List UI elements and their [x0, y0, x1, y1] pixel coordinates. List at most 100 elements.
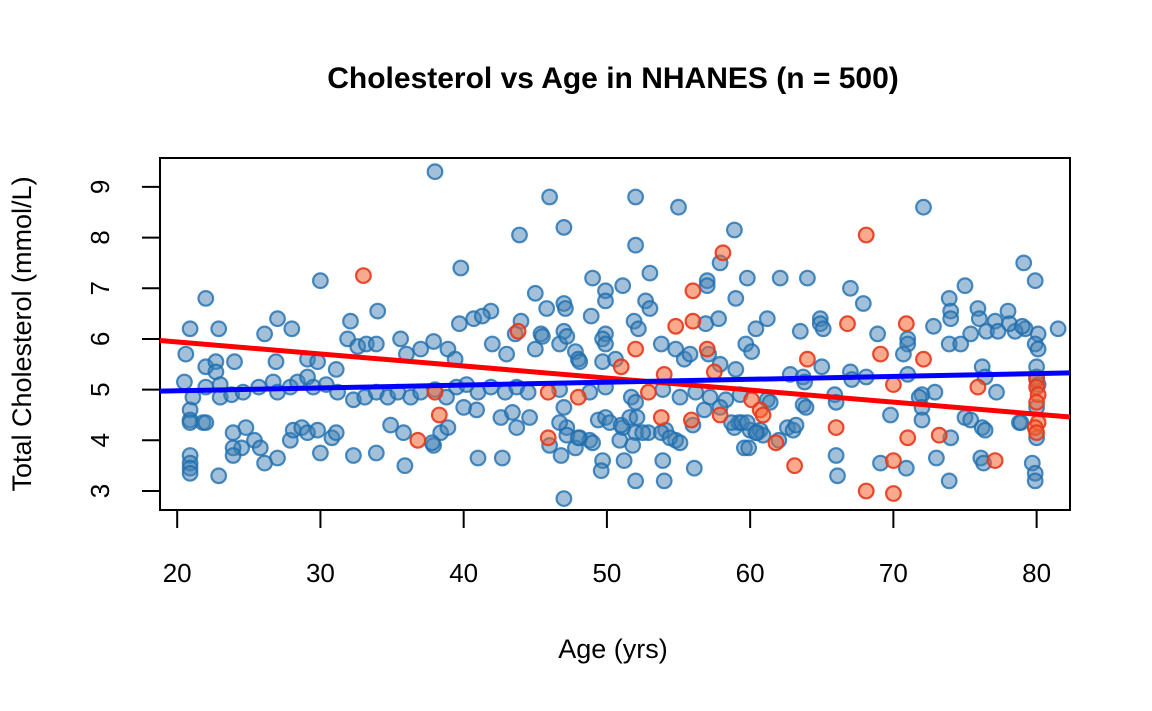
data-point: [177, 345, 195, 363]
data-point: [539, 383, 557, 401]
data-point: [654, 452, 672, 470]
data-point: [634, 424, 652, 442]
data-point: [1029, 340, 1047, 358]
data-point: [1049, 320, 1067, 338]
data-point: [829, 467, 846, 485]
data-point: [396, 457, 414, 475]
data-point: [582, 307, 600, 325]
data-point: [283, 320, 301, 338]
y-tick-label: 9: [85, 180, 115, 194]
data-point: [857, 226, 875, 244]
data-point: [1012, 414, 1030, 432]
data-point: [839, 315, 856, 333]
data-point: [727, 290, 745, 307]
data-point: [897, 315, 915, 333]
data-point: [655, 472, 673, 490]
data-point: [771, 269, 789, 287]
data-point: [928, 449, 945, 467]
data-point: [369, 302, 387, 320]
data-point: [857, 482, 875, 500]
data-point: [392, 330, 410, 348]
data-point: [197, 290, 215, 307]
data-point: [747, 320, 765, 338]
data-point: [926, 383, 944, 401]
data-point: [711, 406, 729, 424]
data-point: [267, 353, 285, 371]
data-point: [312, 444, 329, 462]
data-point: [671, 388, 689, 406]
data-point: [452, 259, 470, 277]
data-point: [526, 284, 544, 302]
data-point: [747, 424, 765, 442]
data-point: [1026, 472, 1044, 490]
data-point: [439, 419, 457, 437]
data-point: [986, 452, 1004, 470]
data-point: [885, 452, 902, 470]
data-point: [555, 490, 573, 508]
data-point: [698, 340, 716, 358]
data-point: [952, 335, 970, 353]
data-point: [309, 421, 327, 439]
data-point: [1026, 272, 1044, 290]
data-point: [1015, 254, 1033, 272]
data-point: [612, 358, 630, 376]
data-point: [930, 426, 948, 444]
data-point: [251, 439, 269, 457]
y-tick-label: 6: [85, 332, 115, 346]
data-point: [539, 429, 557, 447]
data-point: [640, 383, 657, 401]
data-point: [597, 335, 614, 353]
data-point: [597, 292, 614, 310]
data-point: [915, 198, 932, 216]
data-point: [710, 310, 727, 328]
data-point: [210, 467, 228, 485]
x-tick-label: 60: [736, 558, 765, 588]
data-point: [551, 414, 568, 432]
data-point: [197, 414, 215, 432]
data-point: [813, 358, 831, 376]
data-point: [269, 449, 286, 467]
blue-fit-line: [159, 370, 1071, 394]
data-point: [269, 310, 286, 328]
data-point: [382, 416, 400, 434]
chart-title: Cholesterol vs Age in NHANES (n = 500): [327, 62, 899, 95]
data-point: [508, 419, 526, 437]
data-point: [526, 340, 544, 358]
data-point: [726, 221, 743, 239]
data-point: [226, 353, 243, 371]
data-point: [969, 378, 987, 396]
data-point: [652, 409, 670, 426]
data-point: [256, 325, 274, 343]
data-point: [738, 269, 756, 287]
data-point: [882, 406, 899, 424]
data-point: [615, 452, 633, 470]
data-point: [519, 383, 537, 401]
blue-group-points: [175, 163, 1067, 508]
x-tick-label: 70: [879, 558, 908, 588]
data-point: [925, 317, 942, 335]
x-tick-label: 30: [306, 558, 335, 588]
y-tick-label: 7: [85, 281, 115, 295]
data-point: [872, 345, 889, 363]
data-point: [430, 406, 448, 424]
data-point: [799, 350, 816, 368]
data-point: [681, 345, 699, 363]
data-point: [224, 447, 242, 464]
x-tick-label: 20: [163, 558, 192, 588]
data-point: [614, 277, 632, 295]
data-point: [584, 269, 601, 287]
data-point: [695, 401, 713, 419]
data-point: [493, 449, 511, 467]
data-point: [627, 472, 644, 490]
data-point: [827, 419, 845, 437]
data-point: [670, 198, 687, 216]
data-point: [468, 401, 486, 419]
data-point: [627, 188, 644, 206]
data-point: [327, 424, 345, 442]
data-point: [412, 340, 430, 358]
data-point: [181, 320, 199, 338]
data-point: [504, 404, 521, 421]
data-point: [684, 282, 702, 300]
data-point: [181, 464, 199, 482]
